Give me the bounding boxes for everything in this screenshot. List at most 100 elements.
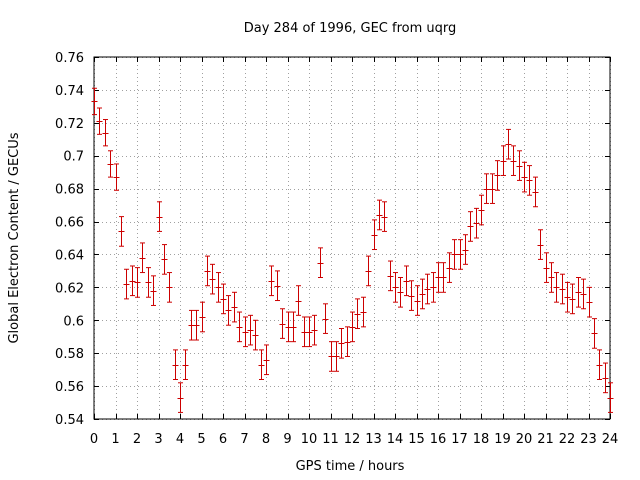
x-tick-label: 5 — [197, 432, 205, 447]
data-point — [483, 173, 490, 204]
data-point — [354, 298, 361, 329]
data-point — [295, 285, 302, 316]
y-tick-label: 0.56 — [55, 380, 84, 395]
data-point — [516, 150, 523, 181]
data-point — [575, 276, 582, 308]
data-point — [365, 255, 372, 287]
data-point — [225, 295, 232, 326]
x-tick-label: 21 — [537, 432, 554, 447]
data-point — [172, 349, 179, 381]
y-axis-label: Global Electron Content / GECUs — [7, 132, 22, 343]
data-point — [387, 260, 394, 292]
data-point — [532, 176, 539, 208]
data-point — [338, 328, 345, 359]
x-tick-label: 11 — [322, 432, 339, 447]
x-tick-label: 16 — [430, 432, 447, 447]
data-point — [349, 311, 356, 343]
x-tick-label: 4 — [176, 432, 184, 447]
data-point — [521, 161, 528, 193]
data-point — [371, 219, 378, 251]
data-point — [182, 349, 189, 381]
data-point — [478, 194, 485, 226]
data-point — [462, 234, 469, 265]
data-point — [424, 273, 431, 305]
data-point — [333, 341, 340, 372]
data-point — [129, 265, 136, 297]
data-point — [322, 303, 329, 334]
x-tick-label: 9 — [283, 432, 291, 447]
data-point — [328, 341, 335, 372]
x-tick-label: 12 — [344, 432, 361, 447]
data-point — [279, 308, 286, 339]
data-point — [381, 201, 388, 232]
data-point — [107, 150, 114, 178]
data-point — [580, 278, 587, 310]
data-point — [360, 296, 367, 328]
data-point — [607, 382, 614, 413]
data-point — [500, 145, 507, 176]
y-tick-label: 0.74 — [55, 84, 84, 99]
data-point — [150, 275, 157, 306]
x-tick-label: 1 — [111, 432, 119, 447]
data-point — [199, 301, 206, 333]
data-point — [91, 87, 98, 116]
y-tick-label: 0.7 — [63, 150, 84, 165]
data-point — [430, 272, 437, 303]
data-point — [145, 267, 152, 298]
data-point — [301, 316, 308, 348]
x-tick-label: 2 — [133, 432, 141, 447]
data-point — [134, 267, 141, 298]
data-point — [252, 319, 259, 351]
data-point — [209, 263, 216, 295]
data-point — [113, 163, 120, 191]
x-tick-label: 10 — [301, 432, 318, 447]
data-point — [258, 349, 265, 381]
data-point — [526, 165, 533, 196]
data-point — [161, 244, 168, 275]
x-tick-label: 7 — [240, 432, 248, 447]
x-axis: 0 1 2 3 4 5 6 7 8 9 10 11 12 13 14 15 16 17 18 19 20 21 22 23 24 — [90, 57, 618, 447]
data-point — [231, 291, 238, 323]
data-point — [451, 239, 458, 270]
data-point — [591, 318, 598, 349]
x-tick-label: 3 — [154, 432, 162, 447]
data-point — [473, 207, 480, 239]
data-point — [419, 278, 426, 310]
x-tick-label: 15 — [408, 432, 425, 447]
x-tick-label: 23 — [580, 432, 597, 447]
data-point — [392, 272, 399, 303]
data-point — [559, 273, 566, 305]
data-point — [510, 145, 517, 176]
y-tick-label: 0.54 — [55, 413, 84, 428]
data-point — [123, 268, 130, 300]
data-point — [548, 262, 555, 293]
data-point — [139, 242, 146, 274]
y-tick-label: 0.76 — [55, 51, 84, 66]
data-point — [274, 270, 281, 302]
data-point — [569, 283, 576, 315]
data-point — [102, 119, 109, 147]
data-point — [311, 314, 318, 346]
x-tick-label: 22 — [559, 432, 576, 447]
data-point — [215, 272, 222, 303]
x-tick-label: 19 — [494, 432, 511, 447]
data-point — [204, 255, 211, 287]
data-point — [290, 311, 297, 343]
data-point — [446, 252, 453, 283]
y-tick-label: 0.72 — [55, 117, 84, 132]
data-point — [537, 229, 544, 260]
data-point — [494, 160, 501, 191]
data-point — [408, 280, 415, 311]
grid — [94, 57, 611, 420]
y-axis: 0.54 0.56 0.58 0.6 0.62 0.64 0.66 0.68 0.7 0.72 0.… — [55, 51, 610, 428]
data-point — [118, 216, 125, 247]
y-tick-label: 0.62 — [55, 281, 84, 296]
data-point — [344, 326, 351, 357]
y-tick-label: 0.68 — [55, 183, 84, 198]
data-point — [156, 201, 163, 232]
x-tick-label: 17 — [451, 432, 468, 447]
data-point — [376, 199, 383, 231]
data-point — [317, 247, 324, 278]
x-tick-label: 18 — [473, 432, 490, 447]
